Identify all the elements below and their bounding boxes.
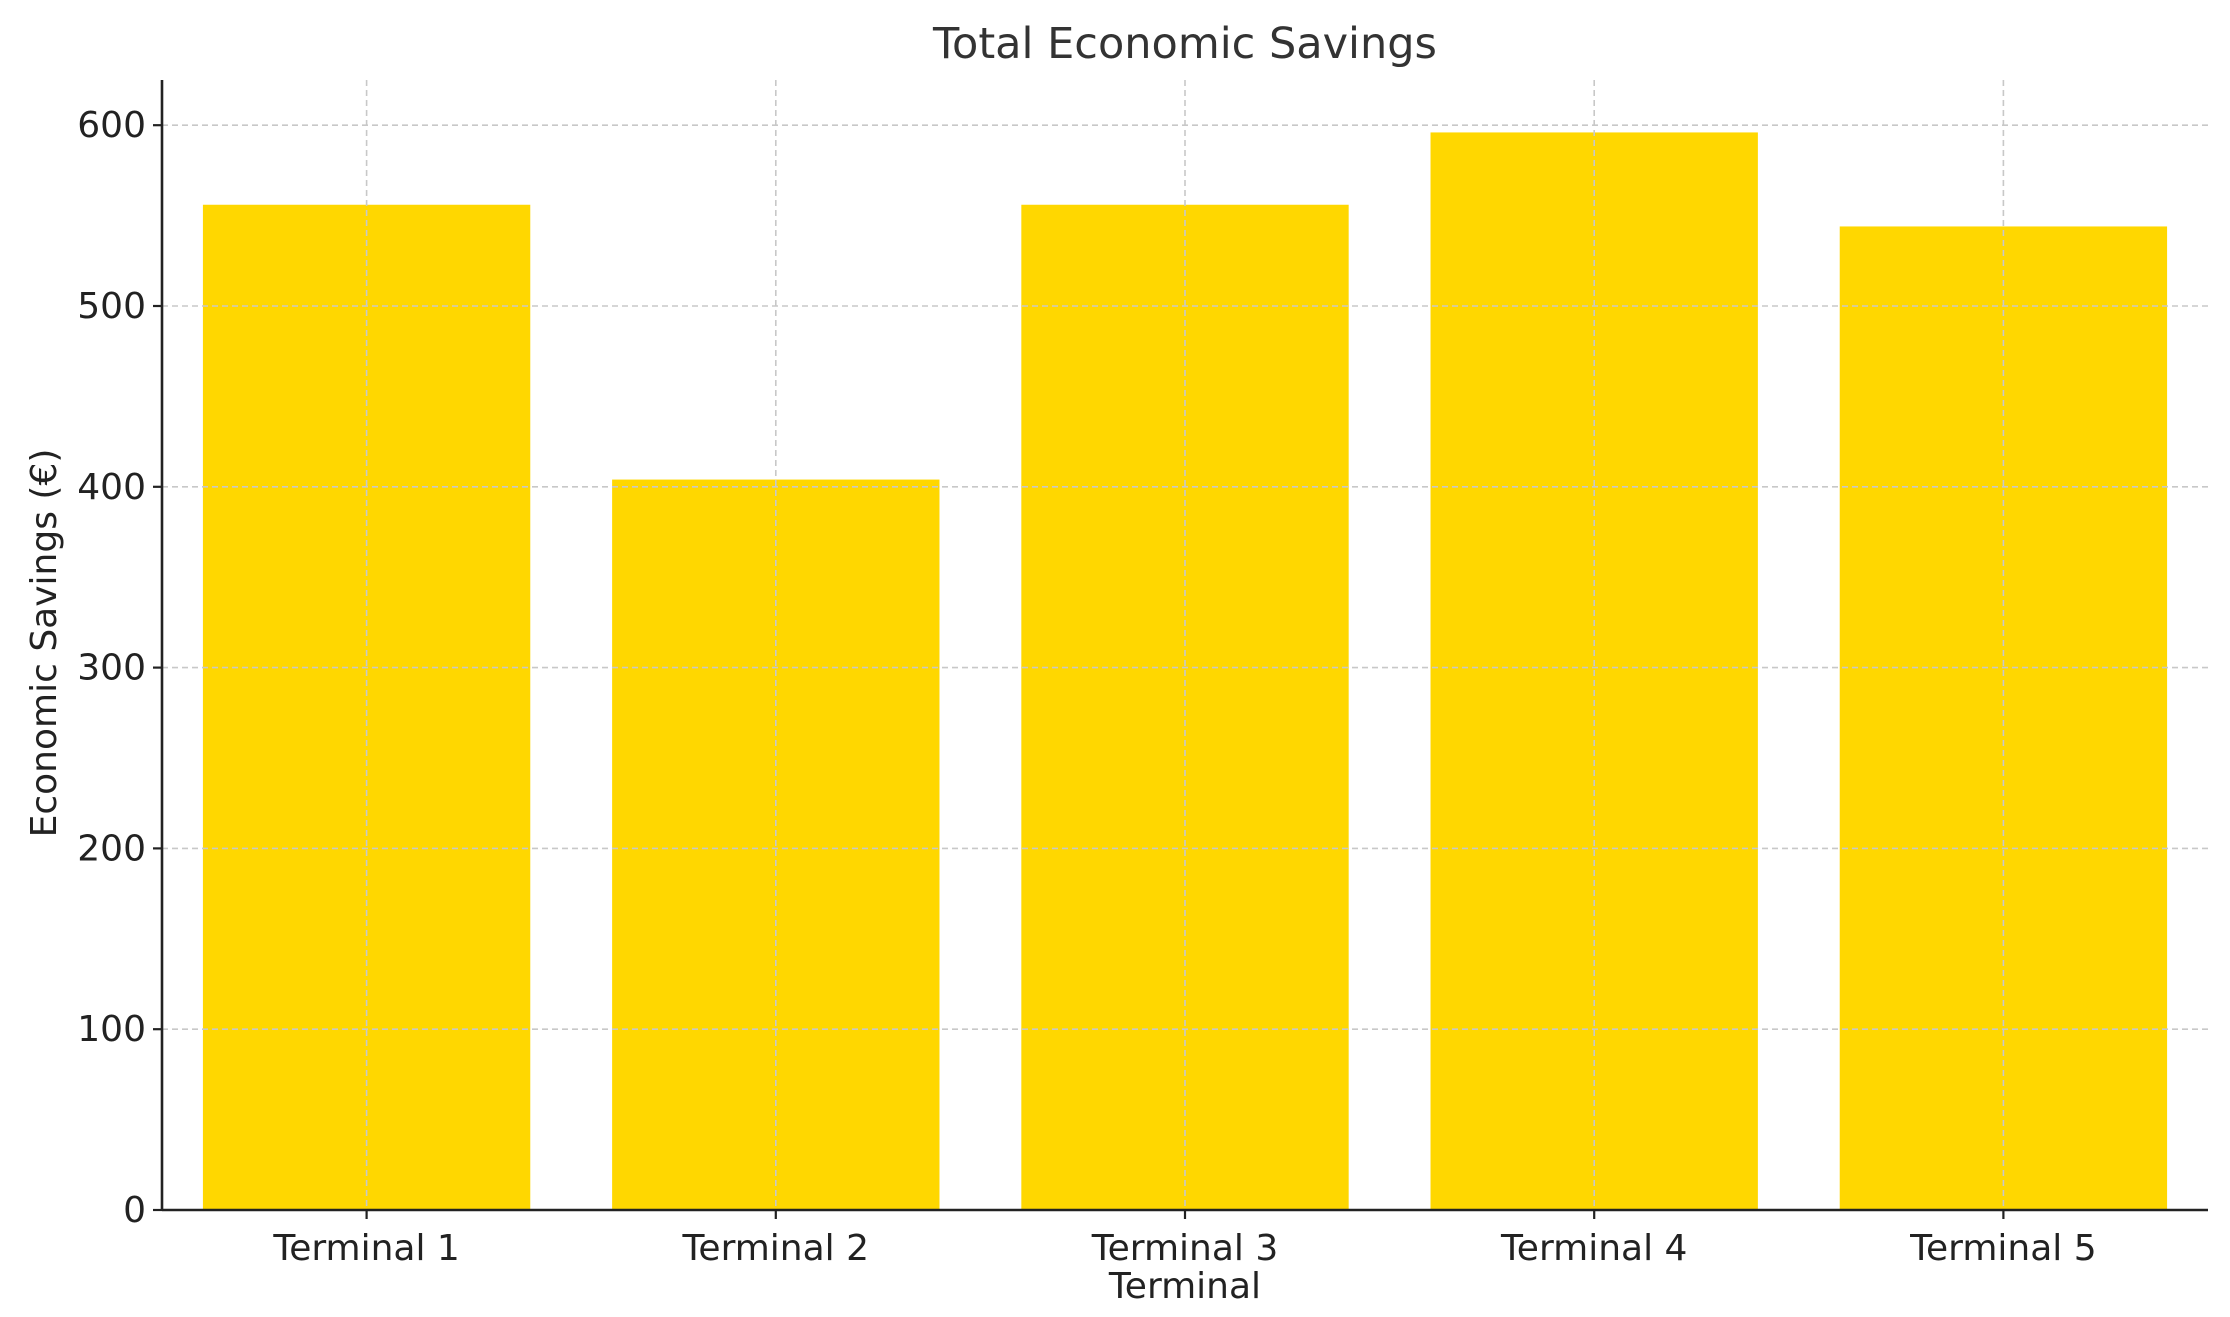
x-tick-label: Terminal 2 — [682, 1228, 870, 1269]
y-axis-label: Economic Savings (€) — [24, 449, 65, 838]
y-tick-label: 300 — [77, 648, 146, 689]
x-axis-ticks: Terminal 1 Terminal 2 Terminal 3 Terminal 4… — [272, 1210, 2097, 1269]
x-tick-label: Terminal 3 — [1091, 1228, 1279, 1269]
y-tick-label: 200 — [77, 828, 146, 869]
grid-lines — [162, 80, 2208, 1211]
y-tick-label: 600 — [77, 105, 146, 146]
x-tick-label: Terminal 5 — [1909, 1228, 2097, 1269]
y-tick-label: 400 — [77, 467, 146, 508]
y-tick-label: 0 — [123, 1190, 146, 1231]
x-axis-label: Terminal — [1108, 1266, 1261, 1307]
y-tick-label: 100 — [77, 1009, 146, 1050]
y-axis-ticks: 0 100 200 300 400 500 600 — [77, 105, 162, 1231]
y-tick-label: 500 — [77, 286, 146, 327]
chart-title: Total Economic Savings — [932, 19, 1437, 69]
x-tick-label: Terminal 1 — [272, 1228, 460, 1269]
x-tick-label: Terminal 4 — [1500, 1228, 1688, 1269]
